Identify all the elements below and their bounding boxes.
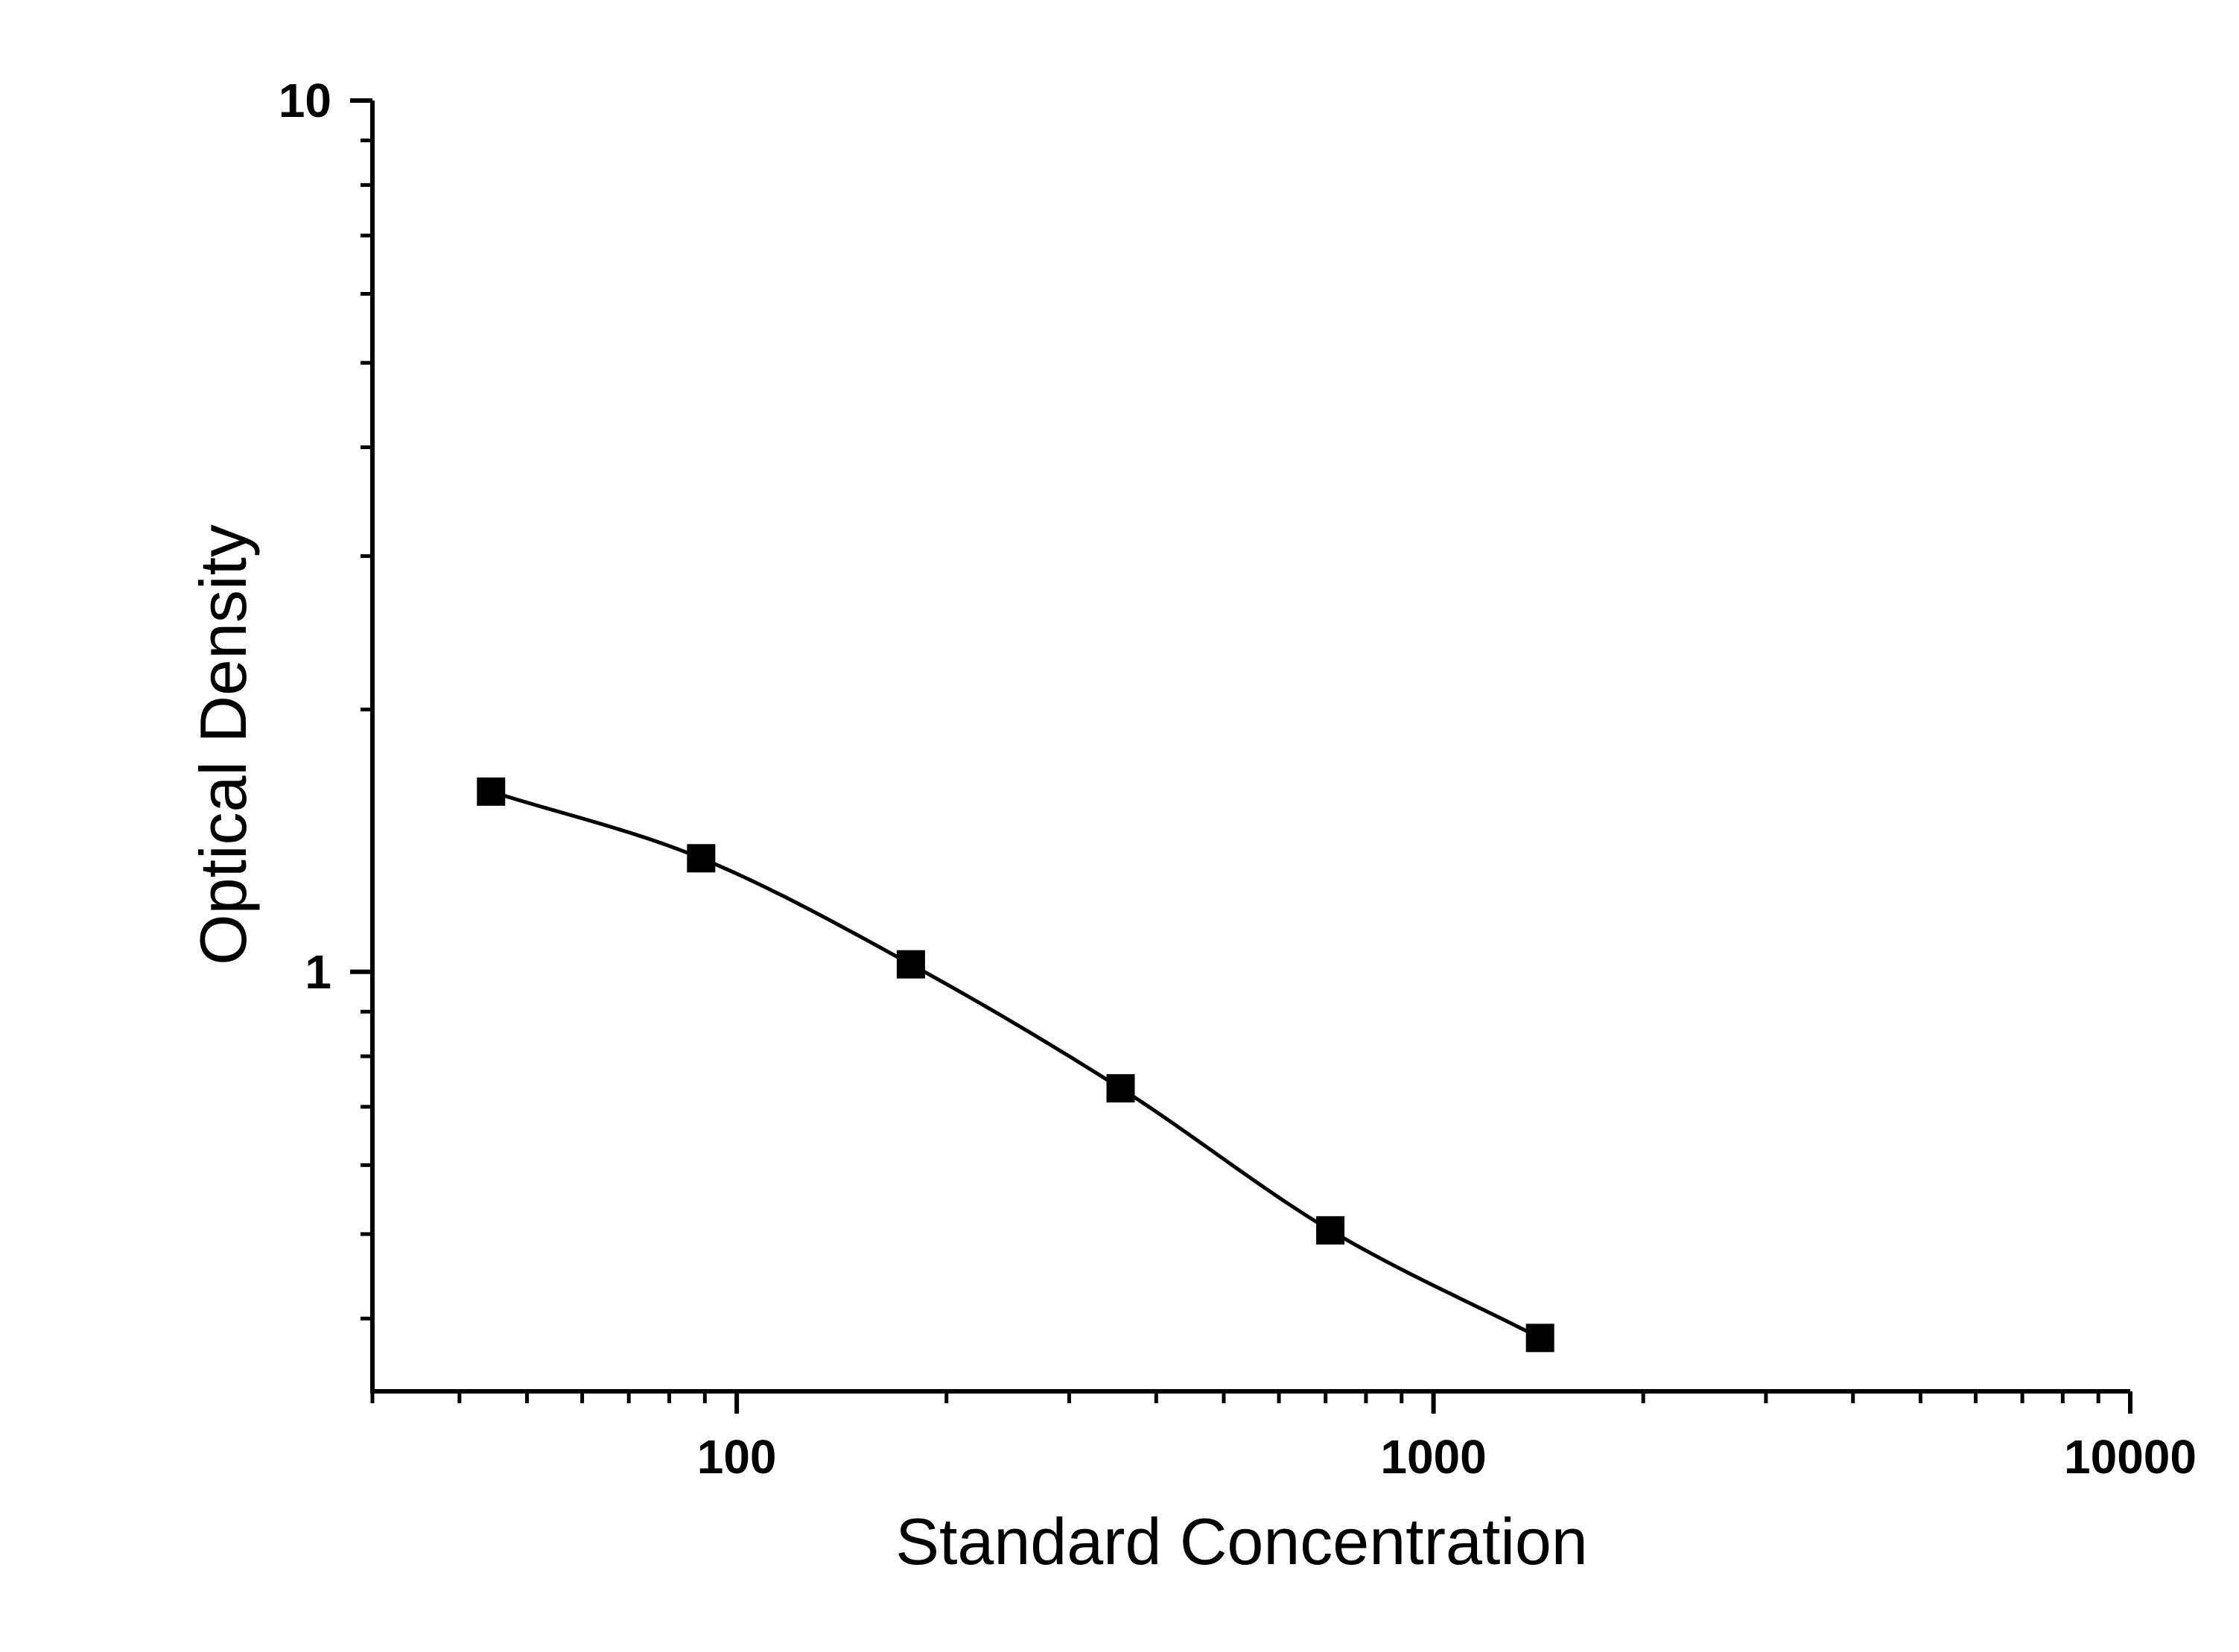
data-point: [1525, 1324, 1554, 1353]
x-tick-labels: 100 1000 10000: [697, 1430, 2197, 1484]
y-tick-label: 10: [279, 74, 331, 127]
y-axis-title: Optical Density: [186, 524, 260, 965]
y-tick-labels: 1 10: [279, 74, 331, 999]
y-tick-label: 1: [305, 945, 331, 999]
x-tick-label: 10000: [2064, 1430, 2197, 1484]
y-major-ticks: [350, 98, 372, 974]
data-markers: [477, 777, 1554, 1353]
x-axis-title: Standard Concentration: [895, 1505, 1588, 1578]
data-point: [477, 777, 506, 806]
data-point: [687, 844, 716, 873]
x-tick-label: 1000: [1380, 1430, 1486, 1484]
x-tick-label: 100: [697, 1430, 777, 1484]
data-point: [1316, 1216, 1345, 1245]
fit-curve: [490, 790, 1541, 1340]
data-point: [1106, 1074, 1135, 1103]
x-major-ticks: [734, 1391, 2132, 1414]
data-point: [896, 950, 925, 979]
